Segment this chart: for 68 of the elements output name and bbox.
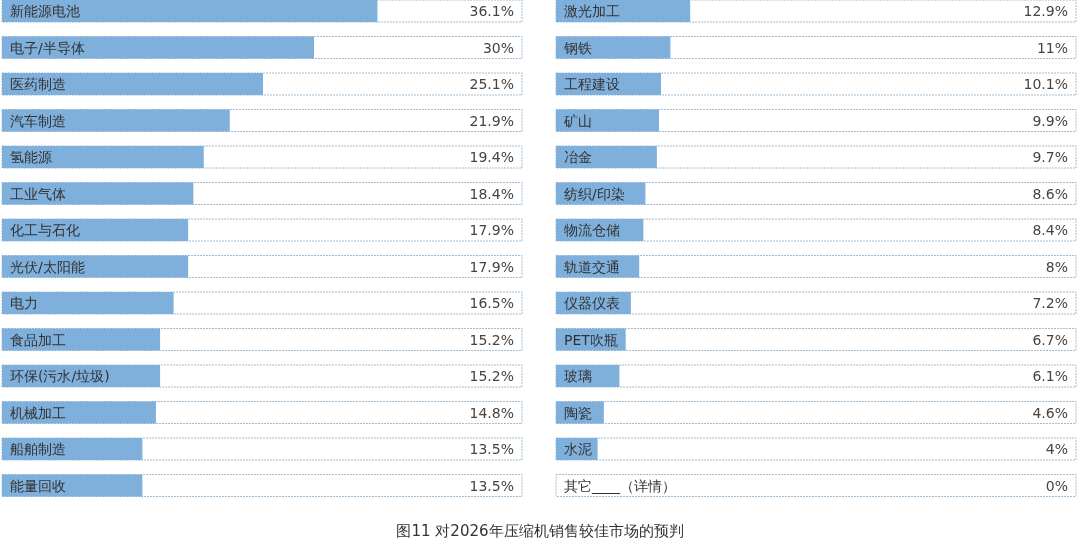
y-tick-label: 电子/半导体: [10, 39, 85, 56]
bar: [556, 36, 671, 59]
data-label: 8%: [1045, 258, 1068, 275]
data-label: 7.2%: [1032, 295, 1068, 311]
y-tick-label: 物流仓储: [564, 222, 620, 238]
bar: [556, 146, 657, 168]
bar: [2, 73, 264, 95]
y-tick-label: 纺织/印染: [564, 185, 625, 202]
bar: [2, 109, 230, 132]
y-tick-label: 光伏/太阳能: [10, 258, 85, 275]
data-label: 13.5%: [469, 477, 514, 494]
y-tick-label: PET吹瓶: [564, 331, 618, 348]
y-tick-label: 能量回收: [10, 477, 66, 494]
data-label: 8.4%: [1032, 222, 1068, 238]
y-tick-label: 工业气体: [10, 185, 66, 202]
data-label: 21.9%: [469, 112, 514, 129]
bar: [2, 0, 378, 22]
data-label: 9.7%: [1032, 149, 1068, 165]
y-tick-label: 船舶制造: [10, 441, 66, 457]
y-tick-label: 仪器仪表: [564, 295, 620, 311]
bar: [2, 146, 204, 168]
data-label: 36.1%: [469, 3, 514, 19]
y-tick-label: 工程建设: [564, 76, 620, 92]
y-tick-label: 陶瓷: [564, 404, 592, 421]
y-tick-label: 激光加工: [564, 3, 620, 19]
y-tick-label: 机械加工: [10, 404, 66, 421]
data-label: 18.4%: [469, 185, 514, 202]
bar: [2, 36, 314, 59]
y-tick-label: 化工与石化: [10, 222, 80, 238]
data-label: 6.7%: [1032, 331, 1068, 348]
y-tick-label: 矿山: [563, 112, 592, 129]
data-label: 12.9%: [1023, 3, 1068, 19]
data-label: 6.1%: [1032, 368, 1068, 384]
data-label: 19.4%: [469, 149, 514, 165]
data-label: 15.2%: [469, 331, 514, 348]
data-label: 9.9%: [1032, 112, 1068, 129]
data-label: 4%: [1045, 441, 1068, 457]
y-tick-label: 水泥: [564, 441, 592, 457]
y-tick-label: 医药制造: [10, 76, 66, 92]
data-label: 30%: [482, 39, 514, 56]
y-tick-label: 食品加工: [10, 331, 66, 348]
data-label: 4.6%: [1032, 404, 1068, 421]
data-label: 16.5%: [469, 295, 514, 311]
bar: [2, 292, 174, 314]
caption: 图11 对2026年压缩机销售较佳市场的预判: [396, 522, 684, 540]
y-tick-label: 氢能源: [10, 149, 52, 165]
bar: [556, 109, 659, 132]
y-tick-label: 电力: [10, 295, 38, 311]
data-label: 13.5%: [469, 441, 514, 457]
y-tick-label: 玻璃: [564, 368, 592, 384]
data-label: 25.1%: [469, 76, 514, 92]
data-label: 10.1%: [1023, 76, 1068, 92]
y-tick-label: 其它____（详情）: [564, 477, 676, 494]
data-label: 15.2%: [469, 368, 514, 384]
data-label: 8.6%: [1032, 185, 1068, 202]
data-label: 11%: [1036, 39, 1068, 56]
y-tick-label: 钢铁: [563, 39, 592, 56]
data-label: 14.8%: [469, 404, 514, 421]
bar: [2, 182, 194, 205]
y-tick-label: 轨道交通: [564, 258, 620, 275]
data-label: 17.9%: [469, 258, 514, 275]
y-tick-label: 汽车制造: [10, 112, 66, 129]
y-tick-label: 冶金: [564, 149, 592, 165]
y-tick-label: 环保(污水/垃圾): [10, 368, 110, 384]
y-tick-label: 新能源电池: [10, 3, 80, 19]
data-label: 0%: [1045, 477, 1068, 494]
bar: [2, 219, 189, 241]
data-label: 17.9%: [469, 222, 514, 238]
